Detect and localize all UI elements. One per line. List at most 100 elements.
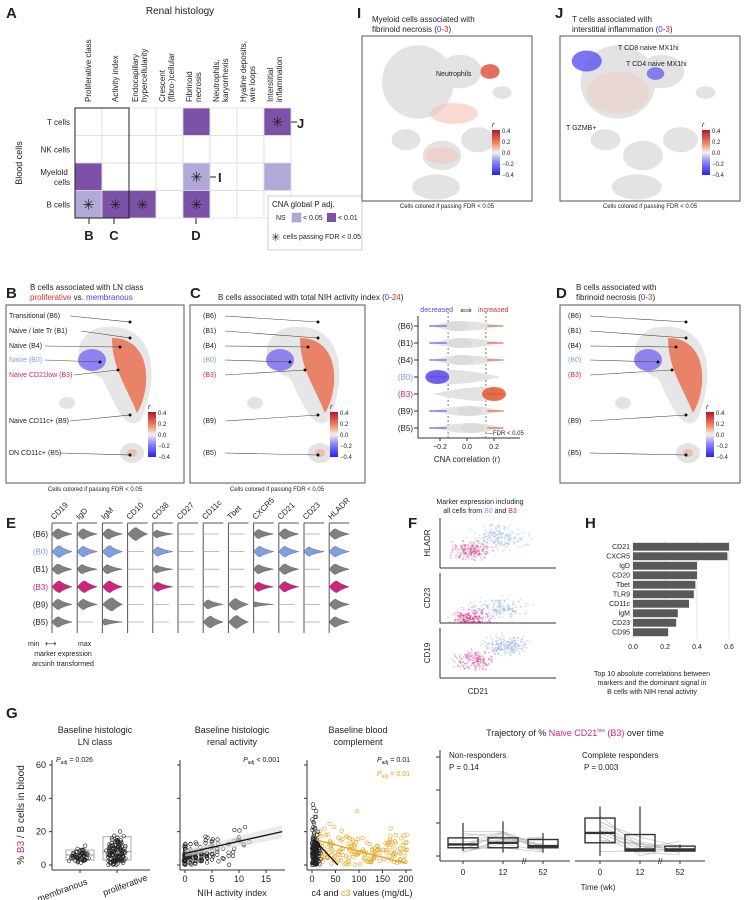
scatter-point	[468, 667, 470, 670]
scatter-point	[480, 617, 482, 619]
scatter-point	[504, 609, 507, 611]
scatter-point	[478, 655, 481, 658]
heatmap-column-label: Activity index	[111, 55, 120, 102]
scatter-point	[467, 547, 470, 550]
data-point-c3	[352, 844, 357, 850]
scatter-point	[476, 621, 479, 623]
scatter-point	[493, 644, 496, 647]
umap-signal-region	[586, 71, 650, 114]
scatter-point	[495, 612, 498, 615]
umap-signal-region	[425, 147, 459, 164]
scatter-point	[512, 641, 514, 644]
scatter-point	[467, 650, 470, 653]
data-point-c3	[351, 839, 356, 844]
scatter-point	[476, 611, 478, 614]
scatter-point	[466, 653, 469, 656]
umap-cluster	[695, 86, 716, 99]
panel-f-xlabel: CD21	[468, 687, 489, 696]
scatter-point	[519, 598, 522, 601]
data-point	[75, 860, 80, 865]
scatter-point	[460, 546, 463, 548]
scatter-point	[484, 651, 487, 654]
scatter-point	[517, 650, 520, 653]
scatter-point	[503, 543, 506, 546]
scatter-point	[525, 610, 528, 612]
scatter-point	[501, 648, 504, 651]
data-point-c3	[354, 852, 360, 857]
scatter-point	[464, 618, 467, 621]
scatter-point	[513, 648, 515, 651]
scatter-point	[512, 540, 515, 543]
scatter-point	[490, 528, 493, 531]
scatter-point	[484, 600, 487, 603]
scatter-point	[482, 658, 485, 661]
scatter-point	[479, 661, 482, 664]
heatmap-cell	[209, 107, 238, 136]
scatter-point	[452, 548, 455, 551]
data-point-c3	[332, 854, 337, 859]
data-point	[205, 860, 210, 865]
marker-label: CD10	[125, 500, 146, 521]
heatmap: ✳✳✳ ✳ ✳ ✳	[74, 107, 292, 224]
data-point-c3	[404, 832, 409, 837]
scatter-point	[517, 636, 520, 639]
scatter-point	[520, 638, 523, 641]
scatter-point	[457, 615, 460, 617]
scatter-point	[517, 639, 520, 642]
umap-cluster	[412, 174, 460, 200]
scatter-point	[490, 524, 492, 527]
scatter-point	[472, 549, 475, 552]
scatter-point	[507, 605, 510, 608]
scatter-point	[468, 617, 471, 619]
colorbar-tick: 0.2	[340, 422, 349, 428]
scatter-point	[525, 602, 528, 605]
scatter-point	[500, 543, 503, 546]
cluster-point	[288, 360, 292, 364]
scatter-point	[491, 524, 494, 527]
data-point-c3	[354, 808, 360, 814]
scatter-point	[463, 621, 466, 623]
scatter-point	[501, 642, 503, 645]
scatter-point	[482, 667, 485, 670]
scatter-point	[485, 664, 488, 667]
scatter-point	[494, 540, 497, 543]
scatter-point	[487, 642, 490, 644]
scatter-point	[498, 599, 501, 602]
data-point	[119, 859, 125, 864]
scatter-point	[511, 619, 514, 622]
scatter-point	[477, 552, 480, 555]
colorbar-tick: 0.2	[712, 140, 721, 146]
scatter-point	[481, 612, 484, 614]
scatter-point	[511, 645, 514, 647]
scatter-point	[471, 546, 474, 549]
scatter-point	[515, 606, 518, 608]
scatter-point	[470, 549, 472, 552]
scatter-point	[467, 659, 470, 661]
scatter-point	[459, 553, 462, 556]
scatter-point	[459, 555, 462, 558]
data-point-c4	[317, 862, 322, 867]
bar-label: CD11c	[609, 601, 630, 608]
scatter-point	[463, 620, 466, 622]
scatter-point	[504, 549, 506, 551]
scatter-point	[493, 533, 496, 536]
scatter-point	[460, 621, 463, 623]
panel-h-caption-3: B cells with NIH renal activity	[607, 689, 697, 696]
scatter-point	[475, 551, 478, 554]
scatter-point	[482, 662, 484, 665]
panel-i-footer: Cells colored if passing FDR < 0.05	[400, 204, 495, 210]
scatter-point	[474, 669, 477, 672]
scatter-point	[509, 533, 512, 535]
scatter-point	[496, 530, 499, 533]
data-point-c3	[339, 828, 344, 833]
scatter-point	[525, 612, 527, 615]
scatter-point	[473, 620, 476, 623]
scatter-point	[495, 538, 498, 540]
scatter-point	[499, 531, 502, 534]
scatter-point	[497, 525, 500, 528]
scatter-point	[473, 550, 475, 553]
marker-violin	[202, 599, 224, 610]
scatter-point	[491, 523, 493, 526]
scatter-point	[464, 618, 467, 621]
